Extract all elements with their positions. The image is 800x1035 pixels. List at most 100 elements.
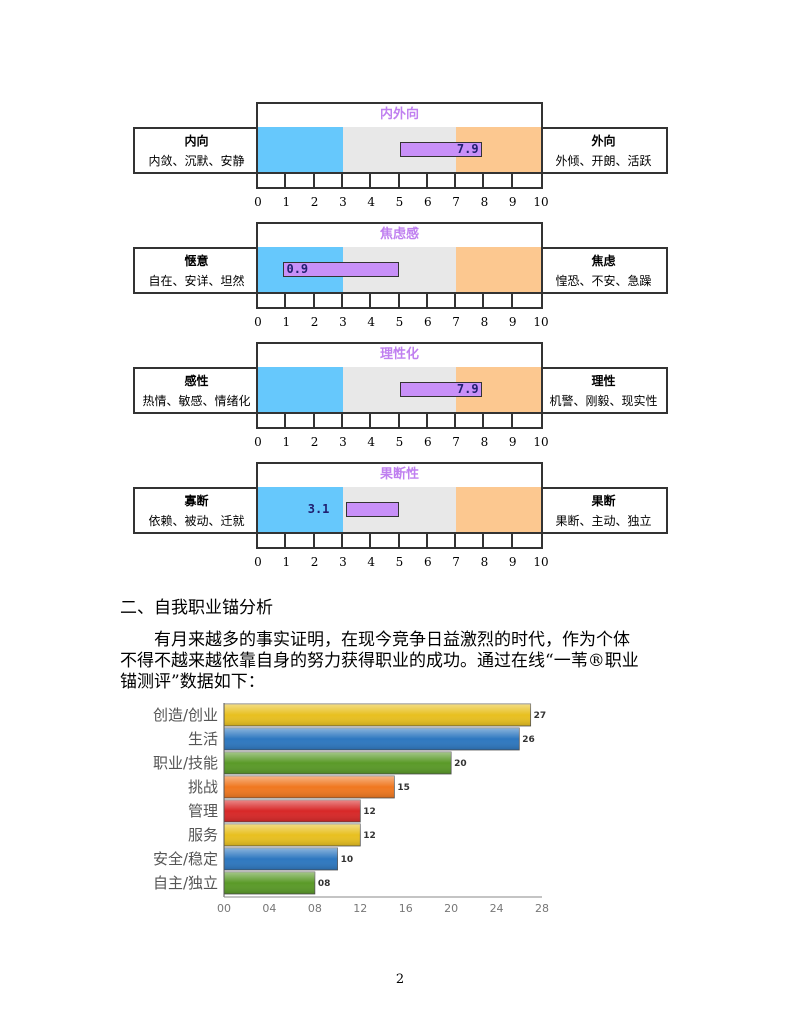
bar-shine — [224, 800, 361, 822]
x-tick-label: 12 — [353, 902, 367, 915]
tick-cell — [258, 414, 428, 427]
tick-label: 9 — [508, 315, 517, 329]
tick-cell — [258, 174, 485, 187]
tick-label: 3 — [339, 435, 347, 449]
tick-label: 0 — [254, 195, 262, 209]
scale-track: 0.9 — [256, 247, 543, 294]
right-desc: 果断、主动、独立 — [555, 514, 652, 528]
right-title: 理性 — [591, 374, 616, 388]
category-label: 挑战 — [188, 778, 218, 796]
data-label: 26 — [522, 735, 535, 745]
left-desc: 内敛、沉默、安静 — [148, 154, 245, 168]
bar-shine — [224, 752, 452, 774]
tick-label: 2 — [310, 555, 319, 569]
x-tick-label: 08 — [308, 902, 322, 915]
scale-left-label: 内向内敛、沉默、安静 — [133, 127, 260, 174]
tick-cell — [258, 294, 315, 307]
paragraph: 有月来越多的事实证明，在现今竞争日益激烈的时代，作为个体 不得不越来越依靠自身的… — [120, 630, 680, 693]
tick-cell — [258, 294, 343, 307]
tick-cell — [258, 534, 343, 547]
scale-left-label: 惬意自在、安详、坦然 — [133, 247, 260, 294]
tick-label: 10 — [533, 195, 549, 209]
tick-cell — [258, 414, 513, 427]
tick-label: 10 — [533, 315, 549, 329]
tick-cell — [258, 294, 287, 307]
tick-label: 8 — [480, 435, 489, 449]
tick-cell — [258, 534, 513, 547]
tick-label: 2 — [310, 195, 319, 209]
tick-cell — [258, 534, 428, 547]
tick-label: 4 — [367, 315, 376, 329]
tick-label: 5 — [395, 195, 404, 209]
tick-label: 1 — [282, 195, 291, 209]
tick-cell — [258, 174, 372, 187]
tick-label: 1 — [282, 315, 291, 329]
tick-label: 6 — [423, 315, 432, 329]
bar-shine — [224, 848, 338, 870]
left-desc: 自在、安详、坦然 — [148, 274, 245, 288]
tick-cell — [258, 414, 343, 427]
tick-cell — [258, 534, 315, 547]
tick-row — [256, 412, 543, 429]
scale-right-label: 外向 外倾、开朗、活跃 — [539, 127, 668, 174]
bar-shine — [224, 824, 361, 846]
tick-cell — [258, 534, 287, 547]
zone-high — [456, 487, 541, 532]
tick-cell — [258, 174, 457, 187]
tick-cell — [258, 174, 343, 187]
tick-cell — [258, 174, 287, 187]
tick-cell — [258, 294, 457, 307]
personality-scale: 理性化 感性 热情、敏感、情绪化 理性 机警、刚毅、现实性 7.9 0 1 2 3 4 5 6 7 8 9 10 — [0, 342, 800, 462]
tick-label: 10 — [533, 435, 549, 449]
scale-right-label: 焦虑惶恐、不安、急躁 — [539, 247, 668, 294]
scale-right-label: 理性 机警、刚毅、现实性 — [539, 367, 668, 414]
tick-label: 5 — [395, 315, 404, 329]
tick-cell — [258, 534, 372, 547]
tick-label: 0 — [254, 315, 262, 329]
score-bar: 0.9 — [283, 262, 400, 277]
tick-cell — [258, 294, 428, 307]
tick-cell — [258, 414, 485, 427]
x-tick-label: 28 — [535, 902, 549, 915]
x-tick-label: 24 — [490, 902, 504, 915]
scale-track: 7.9 — [256, 127, 543, 174]
bar-shine — [224, 704, 531, 726]
tick-label: 5 — [395, 555, 404, 569]
tick-label: 6 — [423, 435, 432, 449]
personality-scale: 果断性 寡断 依赖、被动、迁就 果断 果断、主动、独立 3.1 0 1 2 3 4 5 6 7 8 9 10 — [0, 462, 800, 582]
left-title: 惬意 — [184, 254, 209, 268]
category-label: 安全/稳定 — [153, 850, 218, 868]
tick-label: 3 — [339, 195, 347, 209]
tick-label: 0 — [254, 555, 262, 569]
bar-shine — [224, 776, 395, 798]
category-label: 服务 — [188, 826, 218, 844]
tick-label: 9 — [508, 435, 517, 449]
tick-cell — [258, 534, 485, 547]
tick-cell — [258, 174, 513, 187]
data-label: 27 — [534, 711, 547, 721]
data-label: 15 — [397, 783, 410, 793]
left-title: 寡断 — [184, 494, 209, 508]
paragraph-line: 锚测评”数据如下： — [120, 672, 265, 692]
tick-cell — [258, 414, 372, 427]
right-desc: 惶恐、不安、急躁 — [555, 274, 652, 288]
tick-label: 4 — [367, 195, 376, 209]
scale-left-label: 寡断 依赖、被动、迁就 — [133, 487, 260, 534]
tick-label: 9 — [508, 555, 517, 569]
left-title: 内向 — [184, 134, 209, 148]
right-title: 焦虑 — [591, 254, 616, 268]
category-label: 自主/独立 — [153, 874, 218, 892]
data-label: 10 — [341, 855, 354, 865]
tick-label: 9 — [508, 195, 517, 209]
tick-label: 6 — [423, 555, 432, 569]
tick-label: 1 — [282, 435, 291, 449]
x-tick-label: 16 — [399, 902, 413, 915]
score-label: 0.9 — [286, 262, 309, 276]
tick-cell — [258, 294, 485, 307]
category-label: 管理 — [188, 802, 218, 820]
paragraph-line: 不得不越来越依靠自身的努力获得职业的成功。通过在线“一苇®职业 — [120, 651, 639, 671]
tick-row — [256, 172, 543, 189]
tick-cell — [258, 414, 315, 427]
scale-track: 3.1 — [256, 487, 543, 534]
